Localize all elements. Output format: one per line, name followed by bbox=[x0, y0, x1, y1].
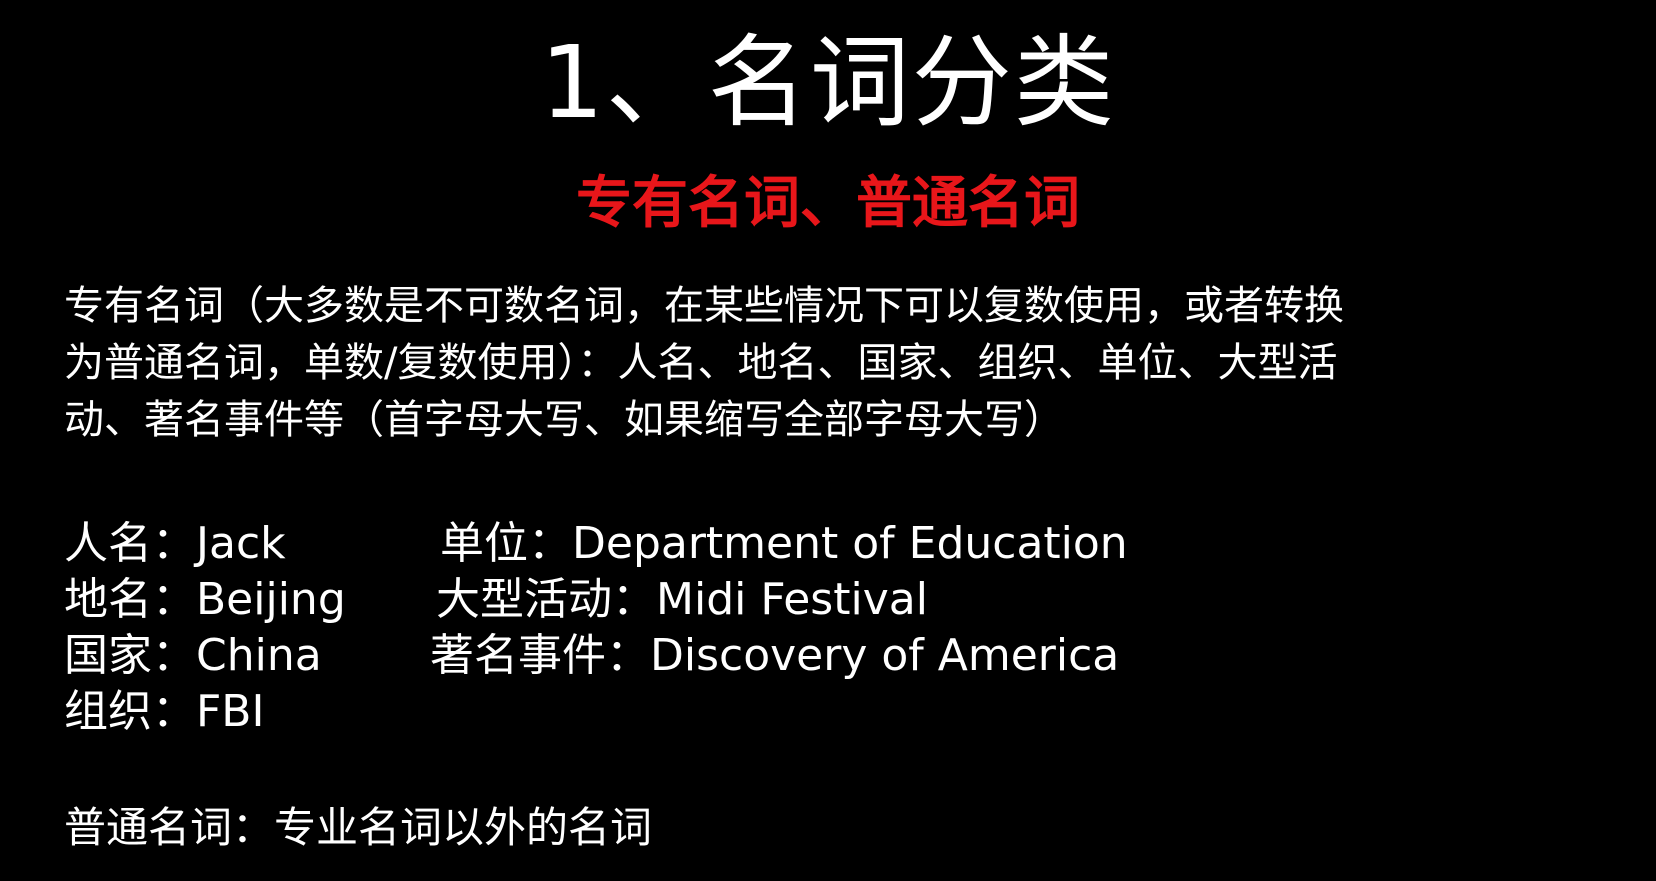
definition-line-1: 专有名词（大多数是不可数名词，在某些情况下可以复数使用，或者转换 bbox=[64, 283, 1344, 329]
example-value: Midi Festival bbox=[656, 574, 928, 625]
slide-subtitle: 专有名词、普通名词 bbox=[576, 171, 1080, 236]
example-place-name: 地名：Beijing bbox=[64, 572, 346, 628]
example-value: China bbox=[196, 630, 322, 681]
example-value: Jack bbox=[196, 518, 286, 569]
example-label: 单位： bbox=[440, 518, 572, 569]
slide-title: 1、名词分类 bbox=[540, 24, 1116, 141]
example-value: Department of Education bbox=[572, 518, 1128, 569]
example-label: 组织： bbox=[64, 686, 196, 737]
common-noun-definition: 普通名词：专业名词以外的名词 bbox=[64, 803, 653, 852]
example-person-name: 人名：Jack bbox=[64, 516, 346, 572]
examples-left-column: 人名：Jack 地名：Beijing 国家：China 组织：FBI bbox=[64, 516, 346, 740]
example-country: 国家：China bbox=[64, 628, 346, 684]
definition-line-3: 动、著名事件等（首字母大写、如果缩写全部字母大写） bbox=[64, 397, 1064, 443]
example-organization: 组织：FBI bbox=[64, 684, 346, 740]
definition-line-2: 为普通名词，单数/复数使用）：人名、地名、国家、组织、单位、大型活 bbox=[64, 340, 1338, 386]
definition-paragraph: 专有名词（大多数是不可数名词，在某些情况下可以复数使用，或者转换 为普通名词，单… bbox=[64, 278, 1624, 449]
example-department: 单位：Department of Education bbox=[440, 516, 1128, 572]
example-label: 地名： bbox=[64, 574, 196, 625]
example-label: 人名： bbox=[64, 518, 196, 569]
example-famous-event: 著名事件：Discovery of America bbox=[430, 628, 1119, 684]
example-major-event: 大型活动：Midi Festival bbox=[436, 572, 928, 628]
example-value: Beijing bbox=[196, 574, 346, 625]
example-label: 著名事件： bbox=[430, 630, 650, 681]
example-label: 大型活动： bbox=[436, 574, 656, 625]
example-label: 国家： bbox=[64, 630, 196, 681]
example-value: FBI bbox=[196, 686, 265, 737]
example-value: Discovery of America bbox=[650, 630, 1120, 681]
